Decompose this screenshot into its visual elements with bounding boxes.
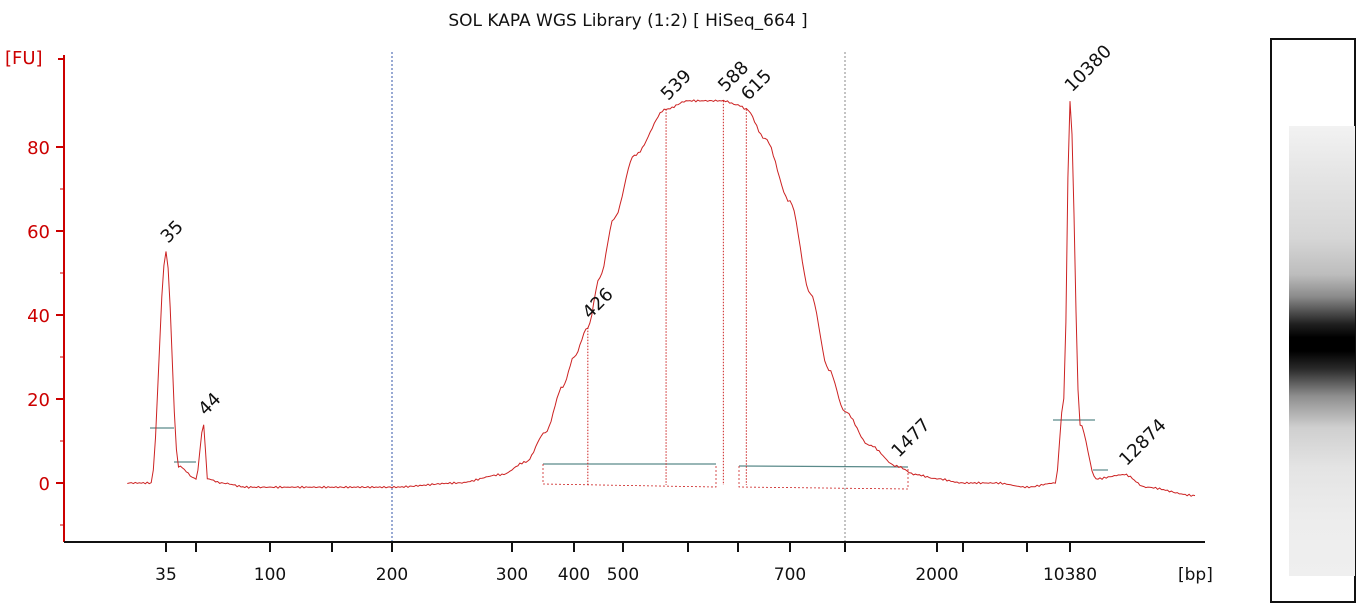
region-box-1 — [542, 464, 717, 488]
y-tick-label-80: 80 — [27, 138, 50, 159]
x-tick-label-100: 100 — [254, 565, 286, 585]
x-tick-label-200: 200 — [376, 565, 408, 585]
y-tick-label-60: 60 — [27, 222, 50, 243]
y-tick-label-20: 20 — [27, 390, 50, 411]
peak-label-35: 35 — [157, 216, 188, 247]
x-tick-label-2000: 2000 — [915, 565, 958, 585]
x-tick-label-700: 700 — [774, 565, 806, 585]
y-tick-label-0: 0 — [39, 474, 50, 495]
peak-label-1477: 1477 — [887, 414, 934, 461]
peak-label-44: 44 — [194, 389, 225, 420]
x-tick-label-10380: 10380 — [1043, 565, 1097, 585]
x-axis-label: [bp] — [1178, 565, 1213, 585]
x-tick-label-35: 35 — [155, 565, 177, 585]
gel-smear — [1289, 126, 1355, 576]
gel-lane-image — [1270, 38, 1356, 603]
peak-label-426: 426 — [579, 284, 618, 323]
x-tick-label-400: 400 — [558, 565, 590, 585]
x-tick-label-500: 500 — [607, 565, 639, 585]
peak-label-10380: 10380 — [1061, 41, 1116, 96]
y-axis-label: [FU] — [5, 48, 43, 69]
region-baseline-2 — [738, 465, 909, 468]
peak-label-539: 539 — [657, 66, 696, 105]
y-tick-label-40: 40 — [27, 306, 50, 327]
region-box-2 — [738, 466, 909, 490]
chart-title: SOL KAPA WGS Library (1:2) [ HiSeq_664 ] — [448, 11, 807, 31]
x-tick-label-300: 300 — [496, 565, 528, 585]
gel-lower-marker-band — [1289, 531, 1355, 537]
trace-line — [127, 99, 1196, 497]
gel-upper-marker-band — [1289, 174, 1355, 180]
peak-label-12874: 12874 — [1115, 415, 1170, 470]
